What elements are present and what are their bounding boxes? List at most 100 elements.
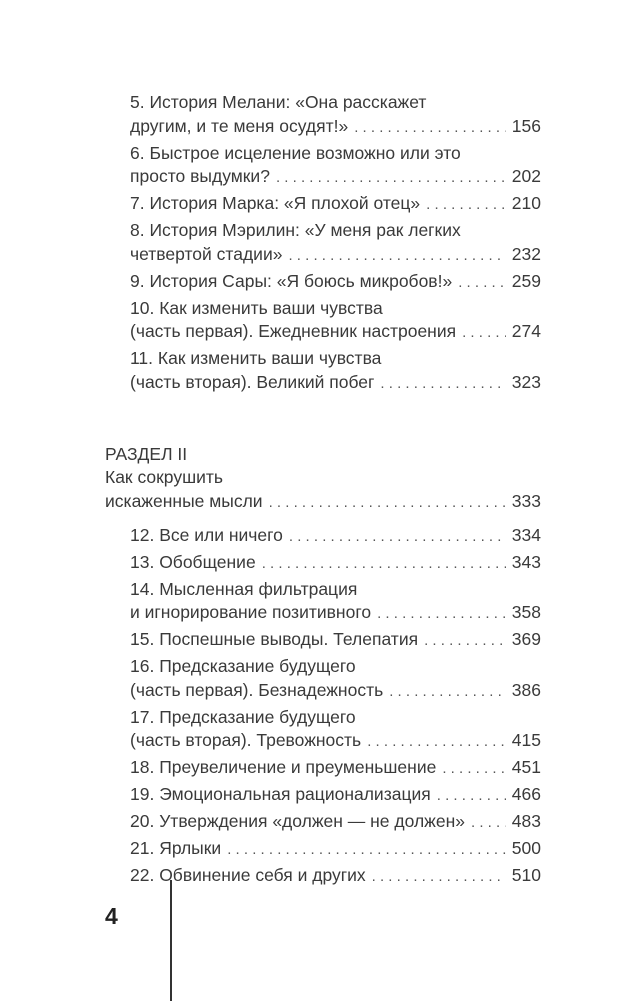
- page-ref: 483: [511, 811, 541, 831]
- entry-line: 6. Быстрое исцеление возможно или это: [130, 142, 541, 166]
- toc-chapter-list-part1: 5. История Мелани: «Она расскажет другим,…: [0, 91, 632, 398]
- dot-leader: [367, 730, 506, 754]
- toc-entry: 13. Обобщение 343: [130, 551, 541, 576]
- page-ref: 451: [511, 757, 541, 777]
- entry-text: 15. Поспешные выводы. Телепатия: [130, 629, 419, 649]
- entry-line: 7. История Марка: «Я плохой отец» 210: [130, 192, 541, 217]
- dot-leader: [471, 811, 506, 835]
- page-ref: 202: [511, 166, 541, 186]
- dot-leader: [426, 193, 506, 217]
- entry-line: 20. Утверждения «должен — не должен» 483: [130, 810, 541, 835]
- entry-line: (часть вторая). Великий побег 323: [130, 371, 541, 396]
- entry-text: 12. Все или ничего: [130, 524, 283, 545]
- toc-entry: 7. История Марка: «Я плохой отец» 210: [130, 192, 541, 217]
- entry-text: 14. Мысленная фильтрация: [130, 578, 358, 599]
- toc-entry: 15. Поспешные выводы. Телепатия 369: [130, 628, 541, 653]
- entry-line: 15. Поспешные выводы. Телепатия 369: [130, 628, 541, 653]
- entry-text: Как сокрушить: [105, 467, 224, 487]
- entry-line: 19. Эмоциональная рационализация 466: [130, 783, 541, 808]
- dot-leader: [269, 491, 506, 515]
- page-ref: 334: [511, 524, 541, 545]
- toc-entry: 22. Обвинение себя и других 510: [130, 864, 541, 889]
- entry-line: 18. Преувеличение и преуменьшение 451: [130, 756, 541, 781]
- entry-text: 11. Как изменить ваши чувства: [130, 348, 382, 368]
- entry-line: Как сокрушить: [105, 466, 541, 490]
- toc-entry: 12. Все или ничего 334: [130, 524, 541, 549]
- page-ref: 510: [511, 865, 541, 885]
- entry-text: 13. Обобщение: [130, 551, 256, 572]
- page-ref: 210: [511, 193, 541, 213]
- entry-text: 16. Предсказание будущего: [130, 656, 356, 676]
- entry-text: другим, и те меня осудят!»: [130, 115, 349, 136]
- toc-entry: 17. Предсказание будущего (часть вторая).…: [130, 706, 541, 754]
- entry-text: 6. Быстрое исцеление возможно или это: [130, 142, 461, 163]
- entry-line: 11. Как изменить ваши чувства: [130, 347, 541, 371]
- entry-line: (часть первая). Ежедневник настроения 274: [130, 320, 541, 345]
- entry-line: 10. Как изменить ваши чувства: [130, 297, 541, 321]
- toc-entry: 21. Ярлыки 500: [130, 837, 541, 862]
- page-ref: 358: [511, 602, 541, 622]
- dot-leader: [377, 602, 506, 626]
- page-ref: 156: [511, 115, 541, 136]
- entry-text: 5. История Мелани: «Она расскажет: [130, 92, 427, 112]
- toc-entry: 16. Предсказание будущего (часть первая).…: [130, 655, 541, 703]
- page-ref: 323: [511, 371, 541, 392]
- entry-line: четвертой стадии» 232: [130, 243, 541, 268]
- page-ref: 466: [511, 784, 541, 804]
- page-number: 4: [105, 903, 118, 929]
- toc-entry: 6. Быстрое исцеление возможно или это про…: [130, 142, 541, 190]
- section-label: РАЗДЕЛ II: [105, 444, 188, 464]
- entry-text: 18. Преувеличение и преуменьшение: [130, 757, 437, 777]
- dot-leader: [372, 865, 506, 889]
- entry-line: 12. Все или ничего 334: [130, 524, 541, 549]
- toc-entry: 20. Утверждения «должен — не должен» 483: [130, 810, 541, 835]
- entry-text: 7. История Марка: «Я плохой отец»: [130, 193, 421, 213]
- dot-leader: [424, 629, 506, 653]
- page-ref: 343: [511, 551, 541, 572]
- entry-line: и игнорирование позитивного 358: [130, 601, 541, 626]
- toc-entry: 10. Как изменить ваши чувства (часть перв…: [130, 297, 541, 345]
- entry-text: (часть первая). Ежедневник настроения: [130, 321, 457, 341]
- entry-text: искаженные мысли: [105, 490, 263, 511]
- dot-leader: [276, 166, 506, 190]
- page-ref: 274: [511, 321, 541, 341]
- entry-text: (часть вторая). Тревожность: [130, 730, 362, 750]
- entry-line: 14. Мысленная фильтрация: [130, 578, 541, 602]
- entry-line: 5. История Мелани: «Она расскажет: [130, 91, 541, 115]
- entry-line: 16. Предсказание будущего: [130, 655, 541, 679]
- entry-text: 17. Предсказание будущего: [130, 706, 356, 727]
- entry-text: 19. Эмоциональная рационализация: [130, 784, 431, 804]
- page-ref: 232: [511, 243, 541, 264]
- entry-text: и игнорирование позитивного: [130, 602, 372, 622]
- entry-line: 13. Обобщение 343: [130, 551, 541, 576]
- entry-text: 21. Ярлыки: [130, 838, 222, 858]
- toc-entry: 14. Мысленная фильтрация и игнорирование …: [130, 578, 541, 626]
- toc-entry: 9. История Сары: «Я боюсь микробов!» 259: [130, 270, 541, 295]
- entry-line: 21. Ярлыки 500: [130, 837, 541, 862]
- entry-line: другим, и те меня осудят!» 156: [130, 115, 541, 140]
- toc-entry: 8. История Мэрилин: «У меня рак легких че…: [130, 219, 541, 267]
- entry-text: четвертой стадии»: [130, 243, 283, 264]
- page-ref: 386: [511, 679, 541, 700]
- entry-line: (часть первая). Безнадежность 386: [130, 679, 541, 704]
- entry-text: 20. Утверждения «должен — не должен»: [130, 811, 466, 831]
- page-ref: 500: [511, 838, 541, 858]
- entry-text: (часть вторая). Великий побег: [130, 371, 375, 392]
- entry-line: 17. Предсказание будущего: [130, 706, 541, 730]
- dot-leader: [389, 680, 506, 704]
- dot-leader: [227, 838, 506, 862]
- entry-text: 10. Как изменить ваши чувства: [130, 297, 383, 318]
- dot-leader: [262, 552, 506, 576]
- entry-line: 22. Обвинение себя и других 510: [130, 864, 541, 889]
- entry-text: 9. История Сары: «Я боюсь микробов!»: [130, 270, 453, 291]
- dot-leader: [354, 116, 506, 140]
- entry-text: (часть первая). Безнадежность: [130, 679, 384, 700]
- dot-leader: [380, 372, 505, 396]
- entry-text: просто выдумки?: [130, 166, 270, 186]
- toc-entry: 19. Эмоциональная рационализация 466: [130, 783, 541, 808]
- entry-text: 8. История Мэрилин: «У меня рак легких: [130, 220, 461, 240]
- entry-line: 8. История Мэрилин: «У меня рак легких: [130, 219, 541, 243]
- page-ref: 259: [511, 270, 541, 291]
- toc-chapter-list-part2: 12. Все или ничего 334 13. Обобщение 343 14.…: [0, 524, 632, 889]
- entry-text: 22. Обвинение себя и других: [130, 865, 366, 885]
